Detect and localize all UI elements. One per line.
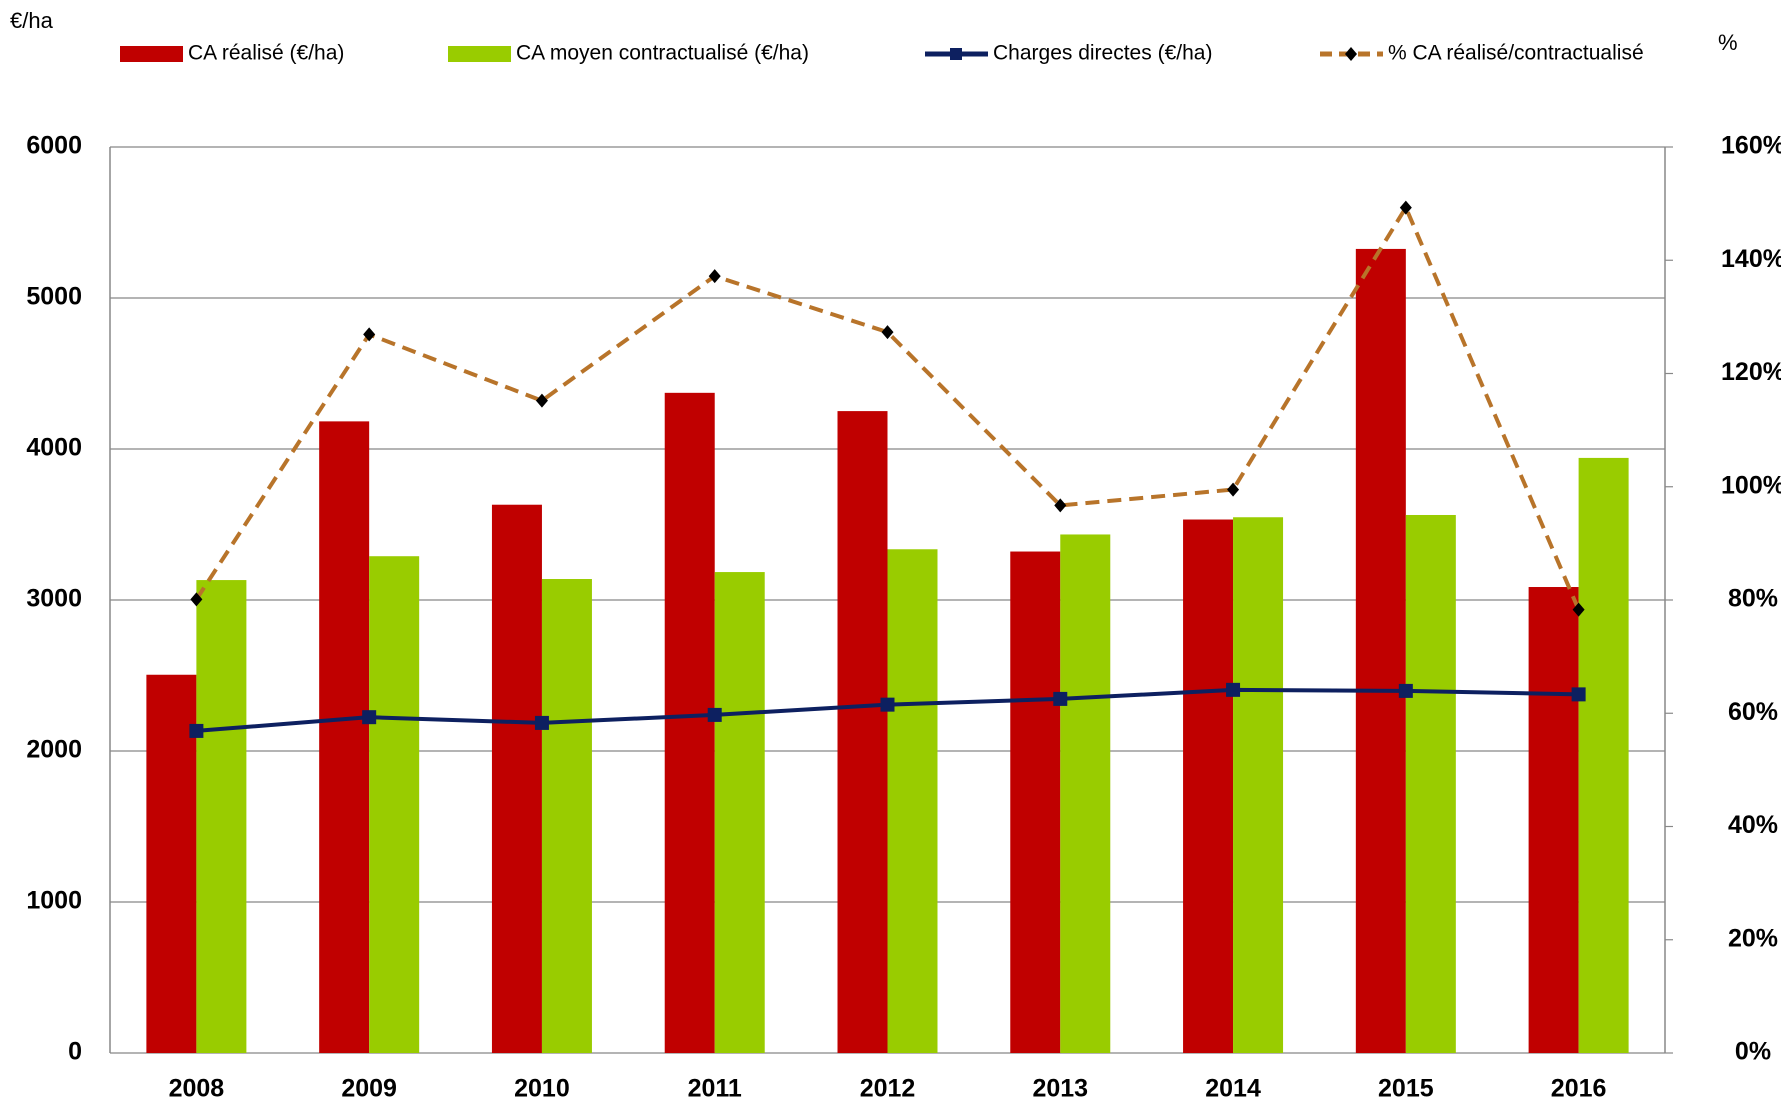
marker	[190, 592, 203, 607]
marker	[707, 707, 722, 722]
y-axis-title: €/ha	[10, 8, 54, 33]
marker	[1054, 498, 1067, 513]
x-tick-label: 2008	[169, 1075, 225, 1101]
bar	[1405, 514, 1456, 1053]
marker	[880, 697, 895, 712]
bar	[664, 392, 715, 1053]
legend-label: Charges directes (€/ha)	[993, 42, 1212, 65]
line	[194, 203, 1581, 611]
bar	[196, 580, 247, 1053]
marker	[708, 269, 721, 284]
legend-marker	[950, 48, 962, 60]
x-tick-label: 2014	[1205, 1075, 1261, 1101]
legend-label: % CA réalisé/contractualisé	[1388, 42, 1644, 65]
marker	[535, 393, 548, 408]
y2-tick-label: 40%	[1728, 811, 1778, 839]
y2-tick-label: 120%	[1721, 358, 1781, 386]
y2-tick-label: 100%	[1721, 471, 1781, 499]
bar	[837, 411, 888, 1053]
bar	[1578, 457, 1629, 1053]
bar	[1183, 519, 1234, 1053]
x-tick-label: 2009	[341, 1075, 397, 1101]
legend-swatch	[120, 46, 183, 62]
marker	[1572, 602, 1585, 617]
x-tick-label: 2010	[514, 1075, 570, 1101]
x-tick-label: 2013	[1032, 1075, 1088, 1101]
y-tick-label: 0	[68, 1038, 82, 1066]
bar	[541, 579, 592, 1053]
y2-tick-label: 160%	[1721, 132, 1781, 160]
x-tick-label: 2011	[688, 1075, 742, 1101]
bar	[319, 421, 370, 1053]
marker	[1227, 482, 1240, 497]
bar	[714, 572, 765, 1053]
legend-swatch	[448, 46, 511, 62]
marker	[1399, 200, 1412, 215]
y-tick-label: 5000	[26, 283, 82, 311]
y2-tick-label: 20%	[1728, 924, 1778, 952]
y-tick-label: 3000	[26, 585, 82, 613]
marker	[1053, 691, 1068, 706]
marker	[189, 723, 204, 738]
bar	[1060, 534, 1111, 1053]
bar	[1010, 551, 1061, 1053]
y-tick-label: 6000	[26, 132, 82, 160]
x-tick-label: 2015	[1378, 1075, 1434, 1101]
marker	[881, 325, 894, 340]
y2-tick-label: 0%	[1735, 1038, 1771, 1066]
marker	[534, 715, 549, 730]
marker	[1398, 683, 1413, 698]
y2-tick-label: 140%	[1721, 245, 1781, 273]
bar	[146, 674, 197, 1053]
legend-label: CA réalisé (€/ha)	[188, 42, 344, 65]
bar	[491, 504, 542, 1053]
marker	[363, 327, 376, 342]
bar	[1528, 587, 1579, 1053]
bar	[1355, 248, 1406, 1054]
y2-tick-label: 60%	[1728, 698, 1778, 726]
bar	[1233, 517, 1284, 1053]
y-tick-label: 1000	[26, 887, 82, 915]
bar	[887, 549, 938, 1053]
legend-marker	[1345, 47, 1357, 61]
y2-axis-title: %	[1718, 30, 1738, 55]
y-tick-label: 4000	[26, 434, 82, 462]
legend-label: CA moyen contractualisé (€/ha)	[516, 42, 809, 65]
marker	[1226, 682, 1241, 697]
marker	[1571, 687, 1586, 702]
bar	[369, 556, 420, 1053]
y-tick-label: 2000	[26, 736, 82, 764]
x-tick-label: 2012	[860, 1075, 916, 1101]
x-tick-label: 2016	[1551, 1075, 1607, 1101]
marker	[362, 710, 377, 725]
y2-tick-label: 80%	[1728, 585, 1778, 613]
